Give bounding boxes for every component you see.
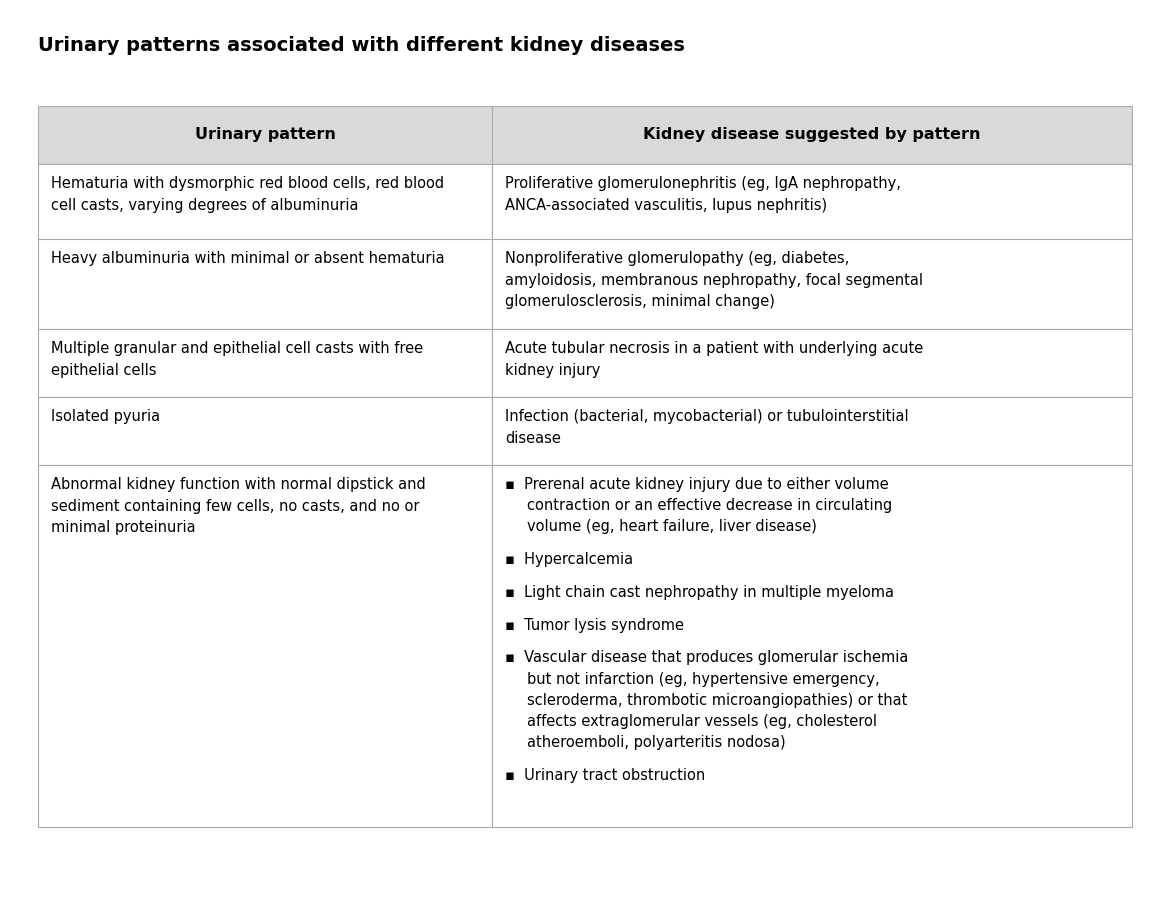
Text: Nonproliferative glomerulopathy (eg, diabetes,
amyloidosis, membranous nephropat: Nonproliferative glomerulopathy (eg, dia…	[505, 251, 923, 309]
Bar	[37, 465, 493, 827]
Bar	[493, 239, 1133, 329]
Bar	[37, 329, 493, 397]
Text: Hematuria with dysmorphic red blood cells, red blood
cell casts, varying degrees: Hematuria with dysmorphic red blood cell…	[51, 176, 445, 213]
Text: but not infarction (eg, hypertensive emergency,: but not infarction (eg, hypertensive eme…	[526, 671, 880, 687]
Bar	[37, 397, 493, 465]
Text: volume (eg, heart failure, liver disease): volume (eg, heart failure, liver disease…	[526, 519, 817, 534]
Text: ▪  Vascular disease that produces glomerular ischemia: ▪ Vascular disease that produces glomeru…	[505, 651, 908, 666]
Text: Urinary patterns associated with different kidney diseases: Urinary patterns associated with differe…	[37, 36, 684, 55]
Bar	[37, 106, 493, 164]
Text: Abnormal kidney function with normal dipstick and
sediment containing few cells,: Abnormal kidney function with normal dip…	[51, 477, 426, 535]
Text: Urinary pattern: Urinary pattern	[194, 128, 336, 142]
Bar	[493, 465, 1133, 827]
Text: Infection (bacterial, mycobacterial) or tubulointerstitial
disease: Infection (bacterial, mycobacterial) or …	[505, 409, 909, 446]
Text: ▪  Urinary tract obstruction: ▪ Urinary tract obstruction	[505, 768, 706, 783]
Text: contraction or an effective decrease in circulating: contraction or an effective decrease in …	[526, 498, 893, 514]
Text: scleroderma, thrombotic microangiopathies) or that: scleroderma, thrombotic microangiopathie…	[526, 693, 908, 707]
Bar	[493, 329, 1133, 397]
Text: ▪  Light chain cast nephropathy in multiple myeloma: ▪ Light chain cast nephropathy in multip…	[505, 585, 894, 600]
Bar	[37, 239, 493, 329]
Text: affects extraglomerular vessels (eg, cholesterol: affects extraglomerular vessels (eg, cho…	[526, 714, 878, 729]
Bar	[493, 397, 1133, 465]
Text: Heavy albuminuria with minimal or absent hematuria: Heavy albuminuria with minimal or absent…	[51, 251, 445, 266]
Text: ▪  Prerenal acute kidney injury due to either volume: ▪ Prerenal acute kidney injury due to ei…	[505, 477, 889, 492]
Text: Multiple granular and epithelial cell casts with free
epithelial cells: Multiple granular and epithelial cell ca…	[51, 341, 424, 378]
Bar	[493, 164, 1133, 239]
Text: Proliferative glomerulonephritis (eg, IgA nephropathy,
ANCA-associated vasculiti: Proliferative glomerulonephritis (eg, Ig…	[505, 176, 901, 213]
Text: Isolated pyuria: Isolated pyuria	[51, 409, 160, 424]
Bar	[493, 106, 1133, 164]
Text: ▪  Tumor lysis syndrome: ▪ Tumor lysis syndrome	[505, 617, 684, 633]
Text: ▪  Hypercalcemia: ▪ Hypercalcemia	[505, 552, 633, 567]
Text: Kidney disease suggested by pattern: Kidney disease suggested by pattern	[644, 128, 980, 142]
Bar	[37, 164, 493, 239]
Text: Acute tubular necrosis in a patient with underlying acute
kidney injury: Acute tubular necrosis in a patient with…	[505, 341, 923, 378]
Text: atheroemboli, polyarteritis nodosa): atheroemboli, polyarteritis nodosa)	[526, 735, 785, 750]
